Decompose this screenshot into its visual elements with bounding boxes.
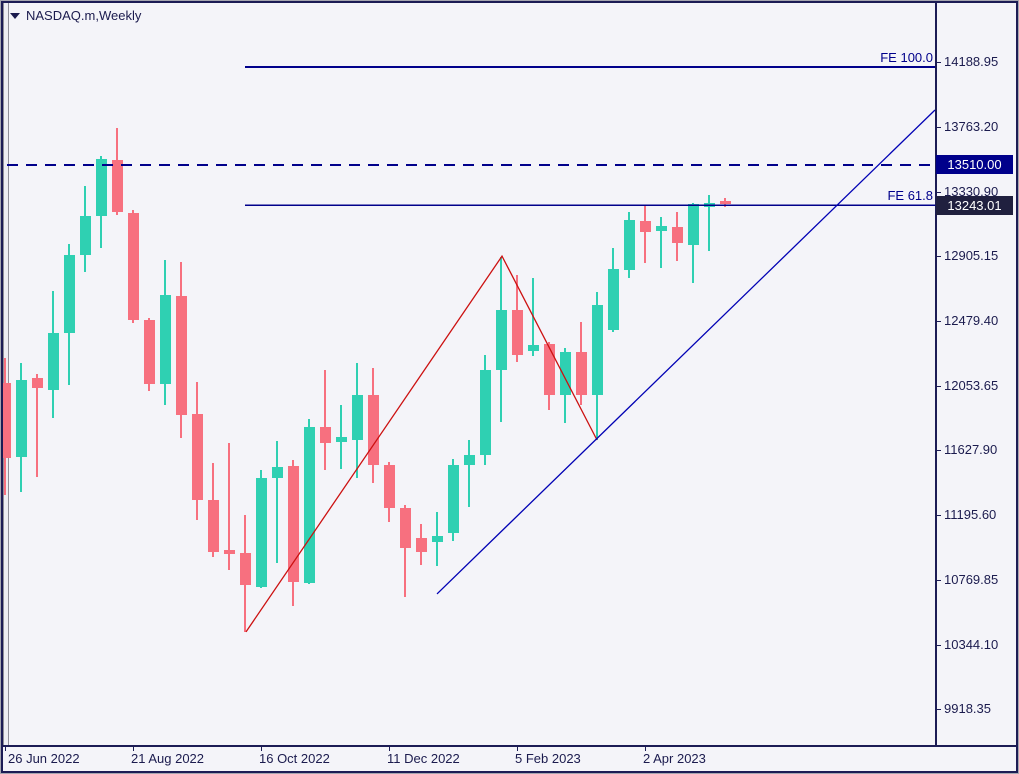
candle-body-bear bbox=[576, 352, 587, 395]
fe-61-8-label: FE 61.8 bbox=[887, 188, 933, 203]
price-axis-label: 14188.95 bbox=[944, 54, 999, 69]
candle-body-bull bbox=[528, 345, 539, 352]
candle-body-bear bbox=[400, 508, 411, 548]
price-axis-tick bbox=[937, 645, 941, 646]
price-axis-label: 9918.35 bbox=[944, 701, 991, 716]
price-axis-label: 13763.20 bbox=[944, 118, 999, 134]
candle-body-bull bbox=[160, 295, 171, 384]
candle-body-bear bbox=[0, 383, 11, 458]
candle-wick bbox=[228, 443, 230, 570]
candle-body-bear bbox=[208, 500, 219, 552]
chart-title: NASDAQ.m,Weekly bbox=[26, 8, 142, 23]
candle-body-bull bbox=[592, 305, 603, 395]
candle-body-bear bbox=[368, 395, 379, 465]
candle-body-bull bbox=[560, 352, 571, 395]
time-axis-label: 2 Apr 2023 bbox=[643, 751, 706, 766]
candle-body-bull bbox=[496, 310, 507, 370]
price-axis-label: 12905.15 bbox=[944, 248, 999, 264]
candle-body-bear bbox=[384, 465, 395, 508]
candle-body-bull bbox=[352, 395, 363, 440]
candle-body-bull bbox=[624, 220, 635, 270]
candle-body-bear bbox=[544, 344, 555, 395]
price-axis-label: 10769.85 bbox=[944, 571, 999, 587]
time-axis-label: 5 Feb 2023 bbox=[515, 751, 581, 766]
candle-body-bear bbox=[112, 160, 123, 212]
candle-body-bull bbox=[608, 269, 619, 330]
candle-body-bear bbox=[288, 466, 299, 582]
candle-body-bull bbox=[304, 427, 315, 583]
candle-body-bull bbox=[432, 536, 443, 542]
price-axis-tick bbox=[937, 127, 941, 128]
candle-body-bear bbox=[320, 427, 331, 443]
price-axis-tick bbox=[937, 580, 941, 581]
price-axis-line bbox=[935, 3, 937, 746]
candle-body-bear bbox=[640, 221, 651, 232]
time-axis-tick bbox=[645, 747, 646, 751]
time-axis-label: 21 Aug 2022 bbox=[131, 751, 205, 766]
candle-wick bbox=[324, 370, 326, 470]
symbol-title-dropdown[interactable]: NASDAQ.m,Weekly bbox=[10, 8, 141, 23]
candle-body-bull bbox=[80, 216, 91, 255]
candle-body-bear bbox=[720, 201, 731, 205]
time-axis-tick bbox=[133, 747, 134, 751]
candle-body-bull bbox=[448, 465, 459, 533]
price-axis-label: 11195.60 bbox=[944, 507, 997, 523]
candle-body-bear bbox=[224, 550, 235, 554]
candle-body-bear bbox=[144, 320, 155, 384]
candle-body-bear bbox=[672, 227, 683, 244]
window-left-edge bbox=[3, 3, 9, 745]
candle-body-bear bbox=[512, 310, 523, 355]
candle-wick bbox=[276, 440, 278, 563]
candle-body-bear bbox=[32, 378, 43, 388]
time-axis-tick bbox=[261, 747, 262, 751]
candle-body-bull bbox=[464, 455, 475, 465]
time-axis-label: 16 Oct 2022 bbox=[259, 751, 330, 766]
price-axis-label: 12053.65 bbox=[944, 377, 999, 393]
price-axis-tick bbox=[937, 450, 941, 451]
current-price-tag: 13243.01 bbox=[936, 196, 1013, 215]
triangle-down-icon bbox=[10, 12, 20, 19]
candle-body-bull bbox=[656, 226, 667, 232]
price-axis-tick bbox=[937, 321, 941, 322]
price-axis-label: 13330.90 bbox=[944, 183, 999, 199]
candle-body-bull bbox=[16, 380, 27, 457]
candle-body-bull bbox=[48, 333, 59, 390]
time-axis-tick bbox=[5, 747, 6, 751]
price-axis-tick bbox=[937, 256, 941, 257]
price-axis-tick bbox=[937, 192, 941, 193]
candle-wick bbox=[36, 374, 38, 477]
time-axis-label: 11 Dec 2022 bbox=[387, 751, 460, 766]
candle-body-bear bbox=[176, 296, 187, 415]
candle-body-bull bbox=[336, 437, 347, 442]
candle-wick bbox=[468, 440, 470, 507]
time-axis-tick bbox=[389, 747, 390, 751]
candle-body-bull bbox=[704, 203, 715, 207]
candle-body-bull bbox=[480, 370, 491, 455]
fe-100-label: FE 100.0 bbox=[880, 50, 933, 65]
price-axis-tick bbox=[937, 515, 941, 516]
time-axis-line bbox=[3, 745, 1016, 747]
candle-body-bear bbox=[128, 213, 139, 320]
price-axis-label: 11627.90 bbox=[944, 442, 998, 457]
time-axis-label: 26 Jun 2022 bbox=[8, 751, 80, 766]
dashed-line-price-tag: 13510.00 bbox=[936, 155, 1013, 174]
price-axis-tick bbox=[937, 709, 941, 710]
price-axis-label: 10344.10 bbox=[944, 636, 999, 652]
time-axis-tick bbox=[517, 747, 518, 751]
candle-wick bbox=[660, 217, 662, 269]
price-axis-label: 12479.40 bbox=[944, 312, 999, 328]
candle-body-bull bbox=[688, 203, 699, 245]
candle-body-bull bbox=[256, 478, 267, 587]
price-axis-tick bbox=[937, 62, 941, 63]
candle-body-bear bbox=[240, 553, 251, 585]
price-axis-tick bbox=[937, 386, 941, 387]
candle-body-bull bbox=[64, 255, 75, 333]
candle-wick bbox=[644, 205, 646, 263]
candle-body-bull bbox=[272, 467, 283, 479]
candle-body-bear bbox=[192, 414, 203, 500]
candle-body-bear bbox=[416, 538, 427, 552]
candle-body-bull bbox=[96, 159, 107, 217]
